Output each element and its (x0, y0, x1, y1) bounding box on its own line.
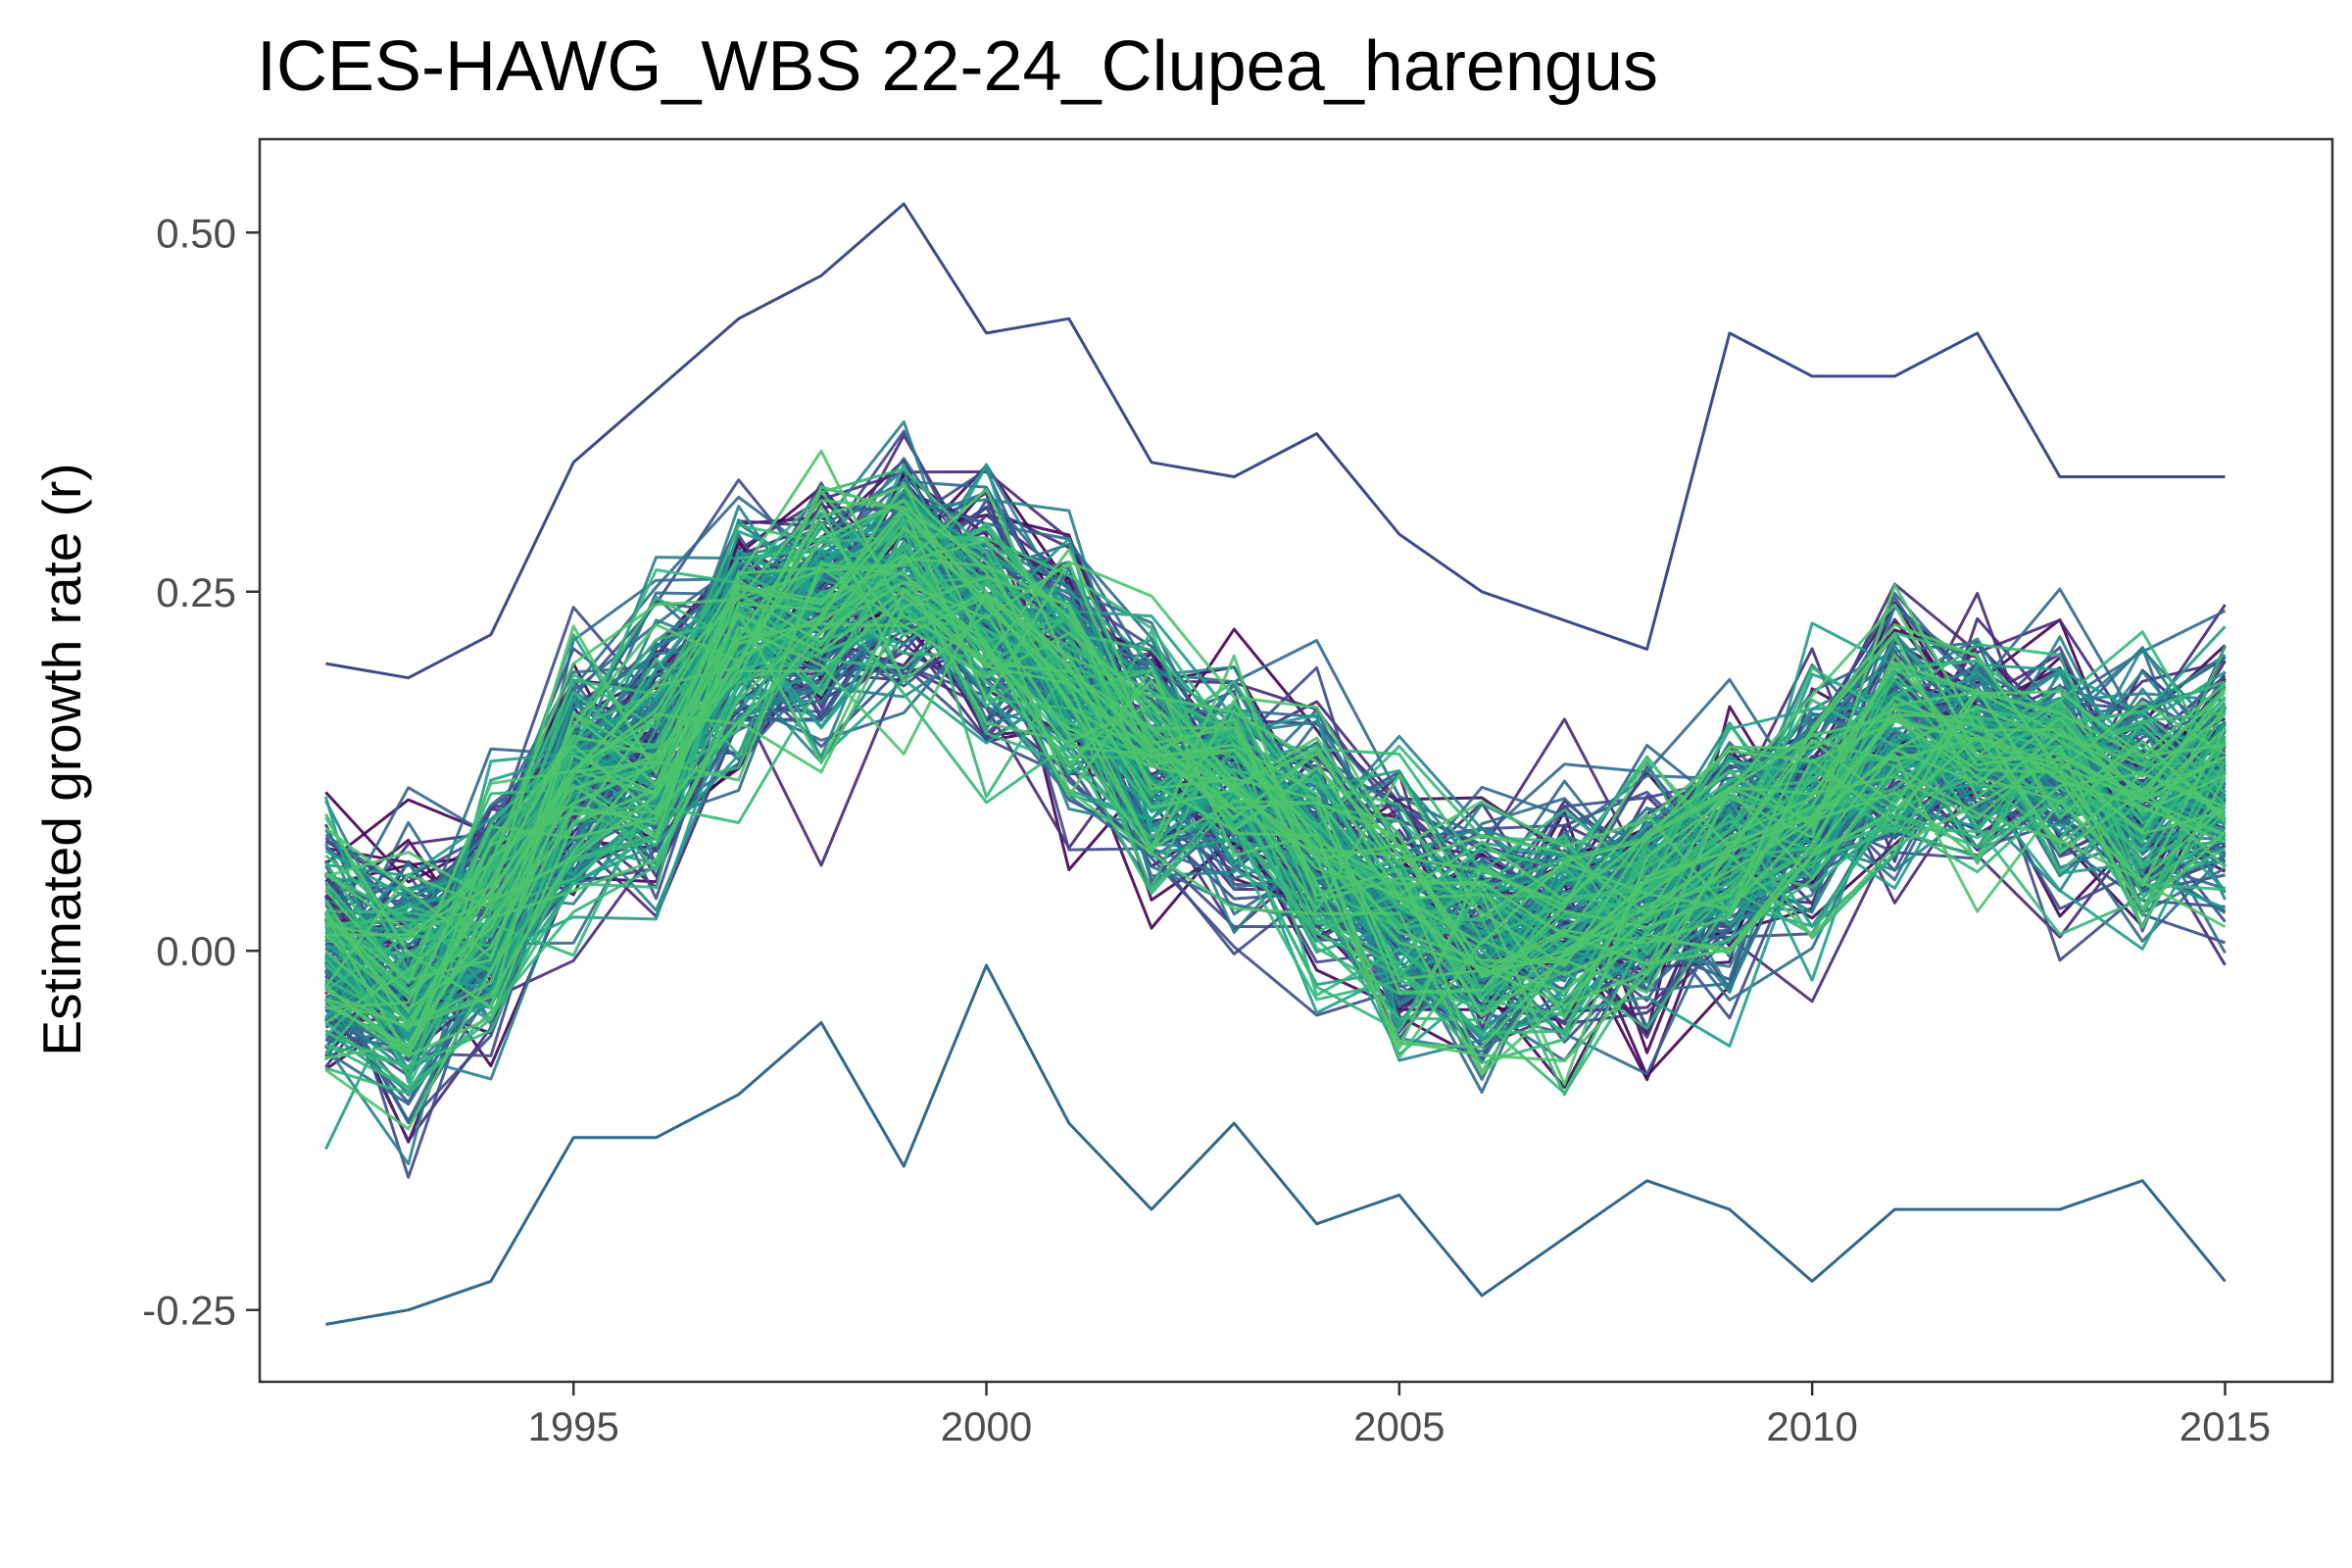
series-line (325, 513, 2227, 1033)
series-line-upper-extreme (325, 202, 2226, 680)
series-line (324, 497, 2227, 987)
chart-title: ICES-HAWG_WBS 22-24_Clupea_harengus (257, 27, 1658, 106)
y-axis-label: Estimated growth rate (r) (31, 463, 92, 1055)
series-line (325, 499, 2227, 942)
series-line (324, 575, 2227, 1053)
x-tick-label: 2010 (1766, 1403, 1857, 1449)
plot-border (258, 137, 2334, 1384)
y-axis: -0.25 0.00 0.25 0.50 (142, 210, 260, 1334)
y-tick-label: 0.50 (156, 210, 236, 256)
series-line (324, 556, 2227, 1086)
x-tick-label: 1995 (527, 1403, 618, 1449)
x-tick-label: 2005 (1353, 1403, 1445, 1449)
series-line (324, 553, 2227, 1057)
series-line (324, 564, 2227, 932)
series-line (325, 576, 2227, 942)
x-tick-label: 2015 (2180, 1403, 2271, 1449)
series-line (324, 590, 2227, 1131)
y-tick-label: -0.25 (142, 1288, 236, 1334)
series-line (324, 506, 2226, 1011)
series-layer (323, 202, 2227, 1326)
y-tick-label: 0.25 (156, 569, 236, 615)
series-line (324, 560, 2227, 1070)
series-line (324, 517, 2226, 1050)
y-tick-label: 0.00 (156, 928, 236, 974)
series-line (324, 539, 2227, 1024)
x-axis: 1995 2000 2005 2010 2015 (527, 1382, 2271, 1449)
series-line (324, 449, 2227, 988)
series-line (324, 563, 2227, 1060)
x-tick-label: 2000 (941, 1403, 1032, 1449)
series-line (324, 534, 2227, 1096)
series-line (324, 521, 2227, 1051)
series-line (325, 569, 2227, 1062)
series-line-lower-extreme (325, 963, 2227, 1326)
